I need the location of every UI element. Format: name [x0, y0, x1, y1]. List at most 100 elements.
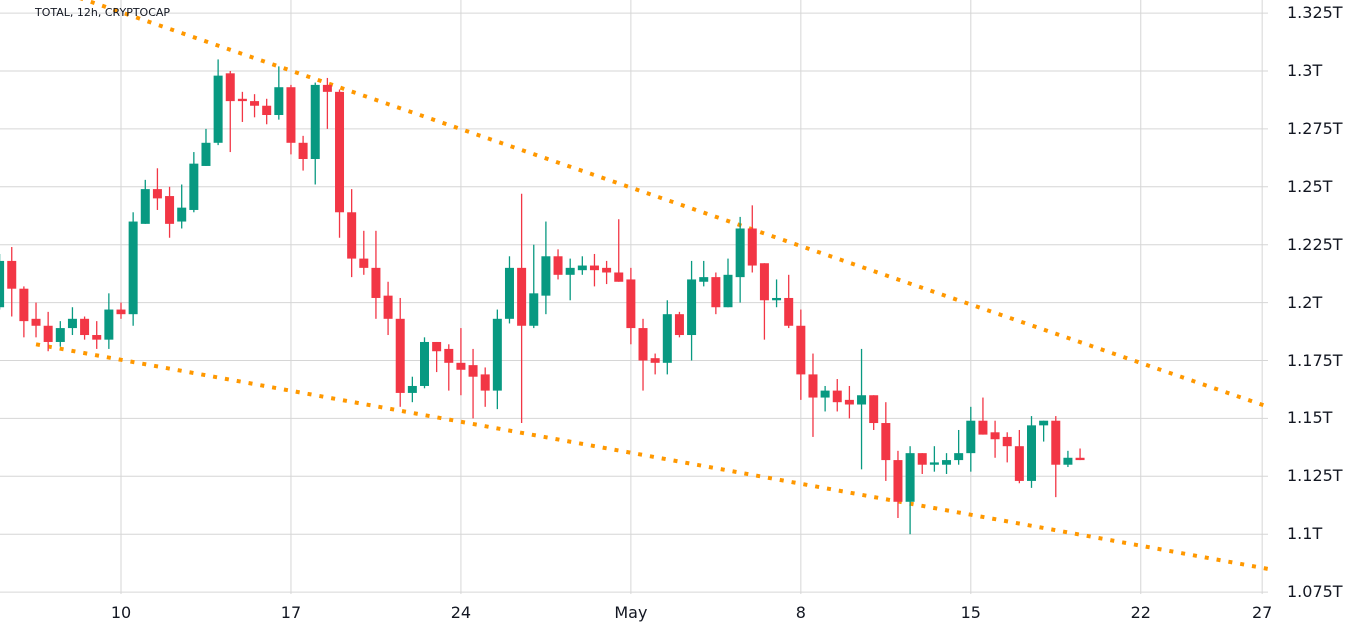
candle-body	[699, 277, 709, 282]
candle	[456, 328, 466, 396]
candle	[189, 152, 199, 213]
candle-body	[468, 365, 478, 377]
candle	[116, 302, 126, 319]
time-tick-label: 15	[960, 603, 981, 622]
candle	[432, 341, 442, 373]
candle-body	[577, 265, 587, 271]
candle-body	[55, 328, 65, 342]
candle	[626, 267, 636, 345]
trendline-lower	[35, 342, 1268, 571]
symbol-label: TOTAL, 12h, CRYPTOCAP	[35, 6, 171, 19]
candle-body	[832, 390, 842, 403]
candle	[504, 256, 514, 324]
candle	[310, 82, 320, 185]
candle-body	[67, 318, 77, 329]
candle	[335, 89, 345, 238]
candle	[19, 286, 29, 338]
candle-body	[905, 453, 915, 502]
candle-body	[929, 462, 939, 465]
candle-body	[893, 460, 903, 502]
candle	[274, 66, 284, 120]
candle	[796, 309, 806, 400]
candle-body	[92, 335, 102, 340]
candle-body	[1051, 420, 1061, 465]
candle	[602, 260, 612, 285]
candle	[577, 256, 587, 275]
candle	[407, 376, 417, 403]
candle	[638, 318, 648, 391]
candle	[286, 84, 296, 155]
candle	[0, 253, 5, 310]
candle	[857, 348, 867, 470]
candle	[893, 450, 903, 518]
candle-body	[322, 84, 332, 92]
candle-body	[432, 341, 442, 352]
candle-body	[237, 98, 247, 102]
candle	[359, 230, 369, 275]
candle	[747, 205, 757, 273]
candle	[589, 253, 599, 287]
candle	[917, 453, 927, 474]
candle-body	[772, 297, 782, 301]
candle	[711, 272, 721, 315]
candle	[213, 59, 223, 146]
candle-body	[165, 196, 175, 224]
candle-body	[298, 142, 308, 160]
candle	[383, 281, 393, 336]
candle-body	[504, 267, 514, 319]
candle	[699, 260, 709, 287]
candle-body	[310, 84, 320, 160]
candle-body	[0, 260, 5, 308]
price-tick-label: 1.25T	[1287, 176, 1333, 196]
candle-body	[80, 318, 90, 336]
candle	[650, 353, 660, 375]
candle-body	[723, 274, 733, 308]
candle-body	[395, 318, 405, 393]
trendline-upper	[79, 0, 1268, 409]
candle	[674, 311, 684, 338]
time-tick-label: 27	[1251, 603, 1273, 622]
candle	[420, 337, 429, 389]
candle	[808, 353, 818, 437]
candle	[942, 453, 952, 474]
candle-body	[444, 348, 454, 363]
candle	[687, 260, 697, 361]
candle-body	[881, 423, 891, 461]
candle-body	[784, 297, 794, 326]
candle	[140, 179, 150, 224]
candle-body	[201, 142, 211, 166]
candle	[881, 402, 891, 481]
candle-body	[31, 318, 41, 326]
candle-body	[140, 189, 150, 224]
candle	[759, 263, 769, 340]
candle	[67, 307, 77, 336]
candle-body	[1039, 420, 1049, 426]
candle-body	[759, 263, 769, 301]
candle-body	[43, 325, 53, 342]
candle	[347, 189, 357, 278]
price-tick-label: 1.225T	[1287, 234, 1343, 254]
candle-body	[480, 374, 490, 391]
candle	[395, 297, 405, 407]
candle-body	[747, 228, 757, 266]
candle-body	[638, 328, 648, 361]
candle	[553, 249, 563, 280]
candle	[250, 94, 260, 118]
candle-body	[359, 258, 369, 268]
candle	[565, 258, 575, 301]
candle-body	[687, 279, 697, 336]
candle	[1014, 429, 1024, 484]
candle	[966, 406, 976, 472]
candle-body	[808, 374, 818, 398]
candle	[820, 385, 830, 412]
candle	[237, 91, 247, 122]
candle-body	[407, 385, 417, 393]
candle-body	[152, 189, 162, 199]
candle	[1075, 448, 1085, 461]
candle-body	[383, 295, 393, 319]
price-tick-label: 1.3T	[1287, 61, 1323, 80]
price-tick-label: 1.2T	[1287, 292, 1323, 312]
candle	[262, 98, 272, 125]
candle	[55, 321, 65, 347]
